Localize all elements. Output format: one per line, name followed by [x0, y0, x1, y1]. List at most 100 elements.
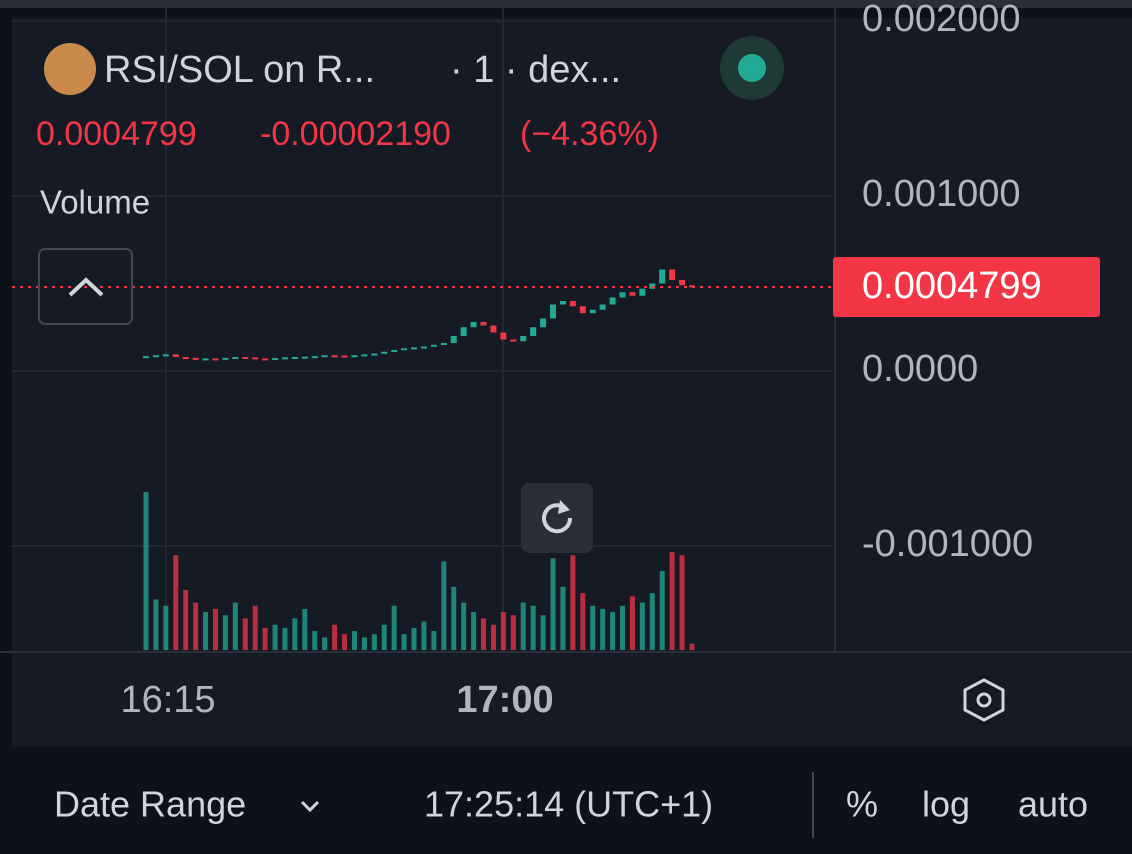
- date-range[interactable]: Date Range: [54, 784, 246, 825]
- candle-body: [609, 297, 616, 305]
- candle-body: [192, 357, 199, 360]
- volume-bar: [212, 608, 218, 650]
- symbol[interactable]: RSI/SOL on R...: [104, 49, 375, 91]
- volume-bar: [610, 612, 616, 650]
- candle-body: [371, 353, 378, 356]
- candle-body: [301, 356, 308, 359]
- volume-bar: [421, 621, 427, 650]
- candle-body: [679, 279, 686, 286]
- volume-bar: [143, 492, 149, 650]
- avatar: [44, 43, 96, 95]
- percent-toggle[interactable]: %: [846, 784, 878, 825]
- settings-center: [976, 692, 992, 708]
- candle-body: [599, 304, 606, 310]
- volume-bar: [342, 634, 348, 650]
- volume-bar: [193, 602, 199, 650]
- reset-button[interactable]: [521, 483, 593, 553]
- volume-bar: [252, 605, 258, 650]
- y-tick-label: -0.001000: [862, 523, 1033, 565]
- grid: [12, 8, 833, 652]
- settings-icon[interactable]: [963, 678, 1005, 722]
- candle-body: [381, 351, 388, 354]
- candle-body: [143, 356, 149, 359]
- collapse-button[interactable]: [38, 248, 133, 325]
- volume-bar: [282, 627, 288, 650]
- volume-bar: [203, 612, 209, 650]
- candle-body: [440, 343, 447, 346]
- dropdown-arrow: [300, 800, 320, 813]
- volume-bar: [590, 605, 596, 650]
- y-tick-label: 0.0000: [862, 348, 978, 390]
- volume-bar: [232, 602, 238, 650]
- volume-bar: [500, 612, 506, 650]
- y-tick-label: 0.001000: [862, 173, 1021, 215]
- candle-body: [281, 357, 288, 360]
- volume-bar: [361, 637, 367, 650]
- y-tick-label: 0.002000: [862, 0, 1021, 40]
- candle-body: [510, 339, 517, 342]
- time-tick: 16:15: [120, 679, 215, 721]
- candle-body: [232, 357, 239, 360]
- volume-bar: [471, 612, 477, 650]
- indicator: Volume: [40, 184, 150, 221]
- candle-body: [559, 300, 566, 305]
- volume-bar: [351, 631, 357, 650]
- volume-bar: [322, 637, 328, 650]
- volume-bar: [381, 624, 387, 650]
- volume-bar: [689, 643, 695, 650]
- volume-bar: [173, 555, 179, 650]
- volume-bar: [302, 608, 308, 650]
- candle-body: [659, 269, 666, 284]
- time-tick: 17:00: [456, 679, 553, 721]
- volume-bar: [639, 602, 645, 650]
- candle-body: [331, 355, 338, 358]
- volume-bar: [580, 593, 586, 650]
- volume-bar: [510, 615, 516, 650]
- last-price-tag: [833, 257, 1100, 318]
- candle-body: [351, 355, 358, 358]
- candle-body: [589, 309, 596, 314]
- candle-body: [540, 318, 547, 328]
- volume-bar: [222, 615, 228, 650]
- candle-body: [470, 321, 477, 328]
- volume-bar: [620, 605, 626, 650]
- candle-body: [629, 292, 636, 296]
- top-bar: [0, 0, 1132, 8]
- candle-body: [321, 355, 328, 358]
- candle-body: [361, 354, 368, 357]
- last-price-label: 0.0004799: [862, 265, 1042, 307]
- candle-body: [202, 358, 209, 361]
- candle-body: [411, 347, 418, 350]
- candle-body: [401, 348, 408, 351]
- volume-bar: [669, 552, 675, 650]
- volume-bar: [262, 627, 268, 650]
- candle-body: [311, 356, 318, 359]
- volume-bar: [659, 571, 665, 650]
- candle-body: [619, 292, 626, 298]
- candle-body: [639, 288, 646, 296]
- volume-bar: [550, 558, 556, 650]
- marks: [12, 269, 833, 650]
- candle-body: [222, 357, 229, 360]
- volume-bar: [411, 627, 417, 650]
- candle-body: [500, 332, 507, 340]
- candle-body: [520, 336, 527, 342]
- volume-bar: [490, 624, 496, 650]
- volume-bar: [153, 599, 159, 650]
- volume-bar: [183, 589, 189, 650]
- candle-body: [182, 357, 189, 360]
- candle-body: [242, 357, 249, 360]
- candle-body: [530, 327, 537, 337]
- volume-bar: [629, 596, 635, 650]
- volume-bar: [242, 618, 248, 650]
- candle-body: [669, 269, 676, 280]
- candle-body: [480, 321, 487, 326]
- volume-bar: [570, 555, 576, 650]
- auto-toggle[interactable]: auto: [1018, 784, 1088, 825]
- volume-bar: [481, 618, 487, 650]
- candle-body: [579, 306, 586, 314]
- log-toggle[interactable]: log: [922, 784, 970, 825]
- clock: 17:25:14 (UTC+1): [424, 784, 713, 825]
- candle-body: [212, 358, 219, 361]
